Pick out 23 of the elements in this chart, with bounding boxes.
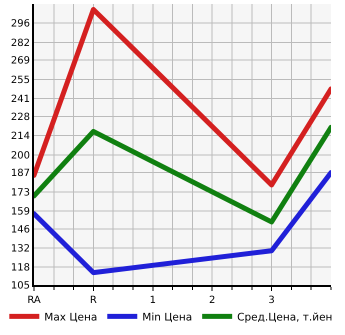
- y-tick-label: 200: [10, 150, 30, 162]
- y-tick-label: 296: [10, 18, 30, 30]
- x-tick-label: RA: [27, 295, 41, 306]
- y-tick-label: 214: [10, 131, 30, 142]
- legend-label: Min Цена: [142, 311, 192, 324]
- y-tick-label: 228: [10, 112, 30, 123]
- y-tick-label: 105: [10, 280, 30, 292]
- y-tick-label: 187: [10, 168, 30, 180]
- x-tick-label: 3: [268, 295, 275, 306]
- y-tick-label: 118: [10, 262, 30, 274]
- y-tick-label: 173: [10, 187, 30, 198]
- y-tick-label: 132: [10, 243, 30, 254]
- x-tick-label: R: [90, 295, 97, 306]
- x-tick-label: 1: [150, 295, 156, 306]
- y-tick-label: 159: [10, 206, 30, 218]
- y-tick-label: 255: [10, 74, 30, 86]
- y-tick-label: 269: [10, 56, 30, 67]
- y-tick-label: 282: [10, 38, 30, 49]
- legend-label: Сред.Цена, т.йен: [237, 311, 332, 324]
- legend-label: Max Цена: [44, 311, 98, 324]
- x-tick-label: 2: [209, 295, 216, 306]
- y-tick-label: 146: [10, 224, 30, 236]
- y-tick-label: 241: [10, 94, 30, 106]
